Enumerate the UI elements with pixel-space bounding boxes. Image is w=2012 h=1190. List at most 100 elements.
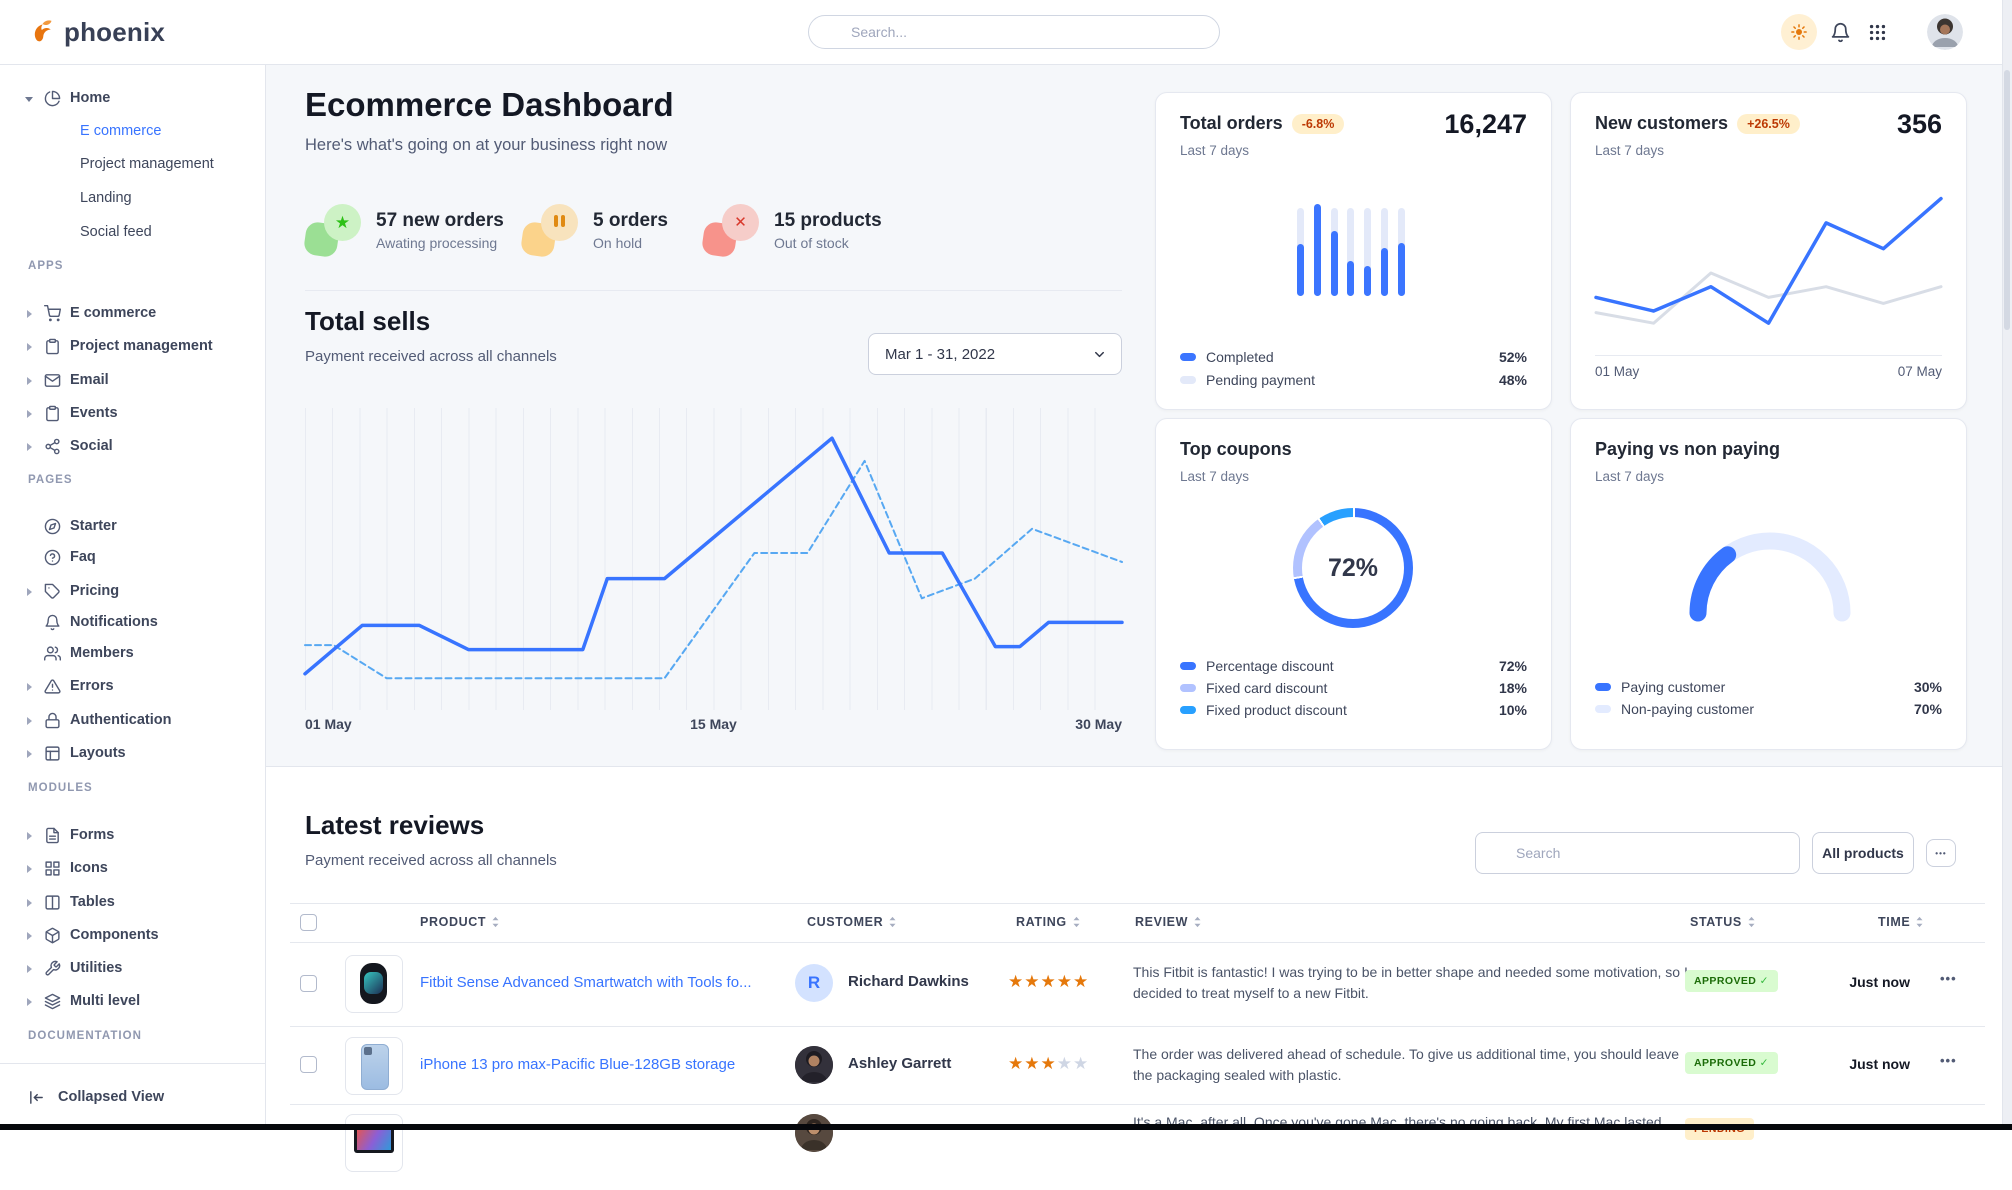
column-header-customer[interactable]: CUSTOMER	[807, 915, 897, 929]
notifications-button[interactable]	[1822, 14, 1858, 50]
legend-label: Percentage discount	[1206, 658, 1334, 674]
bell-icon	[1831, 22, 1849, 42]
app-switcher-button[interactable]	[1859, 14, 1895, 50]
sidebar-item-multi-level[interactable]: Multi level	[0, 990, 265, 1014]
legend-label: Fixed card discount	[1206, 680, 1328, 696]
sidebar-item-authentication[interactable]: Authentication	[0, 709, 265, 733]
column-label: STATUS	[1690, 915, 1742, 929]
sort-icon	[1073, 916, 1080, 928]
column-header-status[interactable]: STATUS	[1690, 915, 1756, 929]
sidebar-item-tables[interactable]: Tables	[0, 891, 265, 915]
sidebar-item-landing[interactable]: Landing	[0, 187, 265, 211]
sidebar-item-components[interactable]: Components	[0, 924, 265, 948]
scrollbar-thumb[interactable]	[2004, 70, 2010, 330]
status-badge: APPROVED ✓	[1685, 1052, 1778, 1074]
sidebar-item-apps-ecommerce[interactable]: E commerce	[0, 302, 265, 326]
date-range-select[interactable]: Mar 1 - 31, 2022	[868, 333, 1122, 375]
reviews-search-input[interactable]	[1475, 832, 1800, 874]
sidebar-item-apps-email[interactable]: Email	[0, 369, 265, 393]
sidebar-item-label: Forms	[70, 827, 115, 843]
stat-orders-on-hold: 5 orders On hold	[519, 204, 668, 259]
sort-icon	[1748, 916, 1755, 928]
package-icon	[45, 927, 60, 944]
customer-avatar-photo	[795, 1046, 833, 1084]
sort-icon	[889, 916, 896, 928]
sidebar-item-notifications[interactable]: Notifications	[0, 611, 265, 635]
chevron-right-icon	[27, 932, 32, 940]
sidebar-item-layouts[interactable]: Layouts	[0, 742, 265, 766]
table-row: iPhone 13 pro max-Pacific Blue-128GB sto…	[290, 1026, 1985, 1105]
stat-sublabel: Awating processing	[376, 234, 498, 251]
sidebar-item-home[interactable]: Home	[0, 87, 265, 111]
all-products-filter-button[interactable]: All products	[1812, 832, 1914, 874]
card-period: Last 7 days	[1180, 469, 1250, 484]
sidebar-item-label: Home	[70, 90, 111, 106]
sidebar-item-errors[interactable]: Errors	[0, 675, 265, 699]
row-more-button[interactable]: •••	[1940, 1053, 1957, 1068]
check-icon: ✓	[1759, 975, 1769, 987]
sidebar-item-label: Starter	[70, 518, 117, 534]
user-avatar[interactable]	[1927, 14, 1963, 50]
sidebar-item-social-feed[interactable]: Social feed	[0, 221, 265, 245]
legend-label: Non-paying customer	[1621, 701, 1755, 717]
review-text: This Fitbit is fantastic! I was trying t…	[1133, 964, 1688, 1001]
sidebar-item-icons[interactable]: Icons	[0, 857, 265, 881]
brand-name[interactable]: phoenix	[64, 17, 166, 47]
sidebar-section-apps: APPS	[28, 260, 64, 272]
collapsed-view-toggle[interactable]: Collapsed View	[0, 1086, 265, 1110]
sidebar-item-label: E commerce	[70, 305, 157, 321]
product-link[interactable]: iPhone 13 pro max-Pacific Blue-128GB sto…	[420, 1056, 736, 1073]
sidebar-item-apps-events[interactable]: Events	[0, 402, 265, 426]
column-header-product[interactable]: PRODUCT	[420, 915, 500, 929]
chevron-right-icon	[27, 717, 32, 725]
reviews-subtitle: Payment received across all channels	[305, 852, 557, 869]
sidebar-item-label: Tables	[70, 894, 115, 910]
legend-value: 10%	[1498, 702, 1527, 718]
page-title: Ecommerce Dashboard	[305, 86, 674, 123]
legend-swatch	[1595, 705, 1611, 713]
sidebar-item-pricing[interactable]: Pricing	[0, 580, 265, 604]
screen-bottom-edge	[0, 1124, 2012, 1130]
row-checkbox[interactable]	[300, 1056, 317, 1073]
sidebar-item-starter[interactable]: Starter	[0, 515, 265, 539]
sidebar-item-forms[interactable]: Forms	[0, 824, 265, 848]
sidebar-section-pages: PAGES	[28, 474, 73, 486]
stat-new-orders: ★ 57 new orders Awating processing	[302, 204, 504, 259]
column-header-time[interactable]: TIME	[1878, 915, 1924, 929]
users-icon	[44, 646, 61, 661]
sidebar-item-ecommerce[interactable]: E commerce	[0, 120, 265, 144]
row-checkbox[interactable]	[300, 975, 317, 992]
sidebar-item-utilities[interactable]: Utilities	[0, 957, 265, 981]
legend-row: Completed 52%	[1180, 347, 1527, 367]
theme-toggle-button[interactable]	[1781, 14, 1817, 50]
sidebar-item-apps-project-management[interactable]: Project management	[0, 335, 265, 359]
customer-avatar-photo	[795, 1114, 833, 1152]
product-link[interactable]: Fitbit Sense Advanced Smartwatch with To…	[420, 974, 752, 991]
legend-value: 52%	[1498, 349, 1527, 365]
row-more-button[interactable]: •••	[1940, 971, 1957, 986]
select-all-checkbox[interactable]	[300, 914, 317, 931]
page-scrollbar[interactable]	[2002, 0, 2012, 1130]
sidebar-item-apps-social[interactable]: Social	[0, 435, 265, 459]
sidebar-item-faq[interactable]: Faq	[0, 546, 265, 570]
legend-swatch	[1595, 683, 1611, 691]
filter-button-label: All products	[1822, 845, 1904, 861]
sidebar-item-label: Multi level	[70, 993, 141, 1009]
sun-icon	[1791, 24, 1807, 40]
sidebar-item-members[interactable]: Members	[0, 642, 265, 666]
grid-icon	[45, 861, 60, 876]
avatar-letter: R	[807, 973, 821, 992]
reviews-more-button[interactable]: •••	[1926, 839, 1956, 867]
legend-value: 18%	[1498, 680, 1527, 696]
sort-icon	[1194, 916, 1201, 928]
column-header-rating[interactable]: RATING	[1016, 915, 1081, 929]
sidebar-item-project-management[interactable]: Project management	[0, 153, 265, 177]
global-search-input[interactable]	[808, 15, 1220, 49]
help-circle-icon	[44, 549, 61, 566]
shopping-cart-icon	[44, 305, 61, 322]
sidebar-footer-divider	[0, 1063, 265, 1064]
product-thumbnail-smartwatch	[345, 955, 403, 1013]
column-header-review[interactable]: REVIEW	[1135, 915, 1202, 929]
phoenix-logo-icon[interactable]	[28, 17, 58, 47]
chevron-right-icon	[27, 443, 32, 451]
